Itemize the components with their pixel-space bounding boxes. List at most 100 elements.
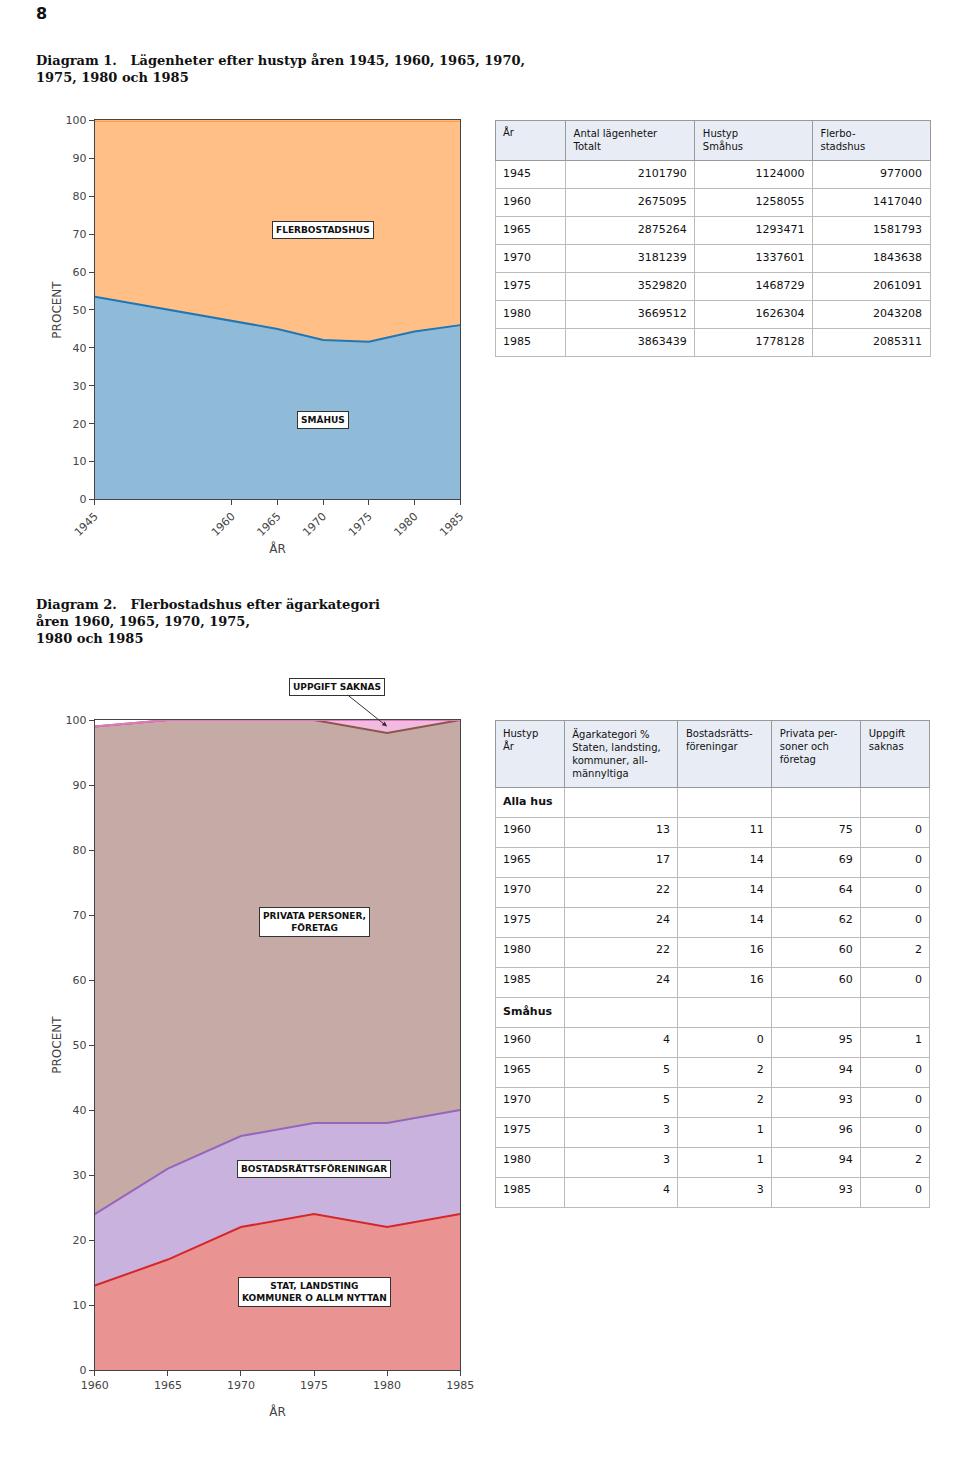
svg-text:1965: 1965 bbox=[503, 1063, 531, 1076]
svg-text:22: 22 bbox=[656, 883, 670, 896]
svg-text:FLERBOSTADSHUS: FLERBOSTADSHUS bbox=[276, 225, 370, 235]
svg-text:1985: 1985 bbox=[446, 1379, 474, 1392]
svg-text:1626304: 1626304 bbox=[755, 307, 804, 320]
svg-text:1965: 1965 bbox=[503, 853, 531, 866]
svg-text:94: 94 bbox=[839, 1063, 853, 1076]
svg-text:1970: 1970 bbox=[503, 883, 531, 896]
svg-text:0: 0 bbox=[915, 853, 922, 866]
svg-text:93: 93 bbox=[839, 1183, 853, 1196]
svg-text:0: 0 bbox=[915, 1183, 922, 1196]
svg-text:1970: 1970 bbox=[300, 510, 329, 539]
svg-text:22: 22 bbox=[656, 943, 670, 956]
svg-text:2: 2 bbox=[915, 1153, 922, 1166]
svg-text:PROCENT: PROCENT bbox=[50, 1016, 64, 1074]
svg-text:1960: 1960 bbox=[503, 195, 531, 208]
svg-text:5: 5 bbox=[663, 1093, 670, 1106]
svg-text:11: 11 bbox=[750, 823, 764, 836]
svg-text:1985: 1985 bbox=[503, 973, 531, 986]
svg-text:1258055: 1258055 bbox=[755, 195, 804, 208]
svg-text:HustypÅr: HustypÅr bbox=[503, 728, 538, 752]
svg-text:Flerbo-stadshus: Flerbo-stadshus bbox=[820, 128, 865, 152]
svg-text:40: 40 bbox=[73, 342, 87, 355]
svg-text:1: 1 bbox=[915, 1033, 922, 1046]
svg-text:2: 2 bbox=[915, 943, 922, 956]
svg-text:1960: 1960 bbox=[209, 510, 238, 539]
svg-text:1778128: 1778128 bbox=[755, 335, 804, 348]
svg-text:1965: 1965 bbox=[154, 1379, 182, 1392]
svg-text:70: 70 bbox=[73, 228, 87, 241]
svg-text:2: 2 bbox=[757, 1093, 764, 1106]
svg-text:1843638: 1843638 bbox=[873, 251, 922, 264]
svg-text:År: År bbox=[503, 126, 515, 138]
svg-text:1975: 1975 bbox=[503, 913, 531, 926]
svg-text:2: 2 bbox=[757, 1063, 764, 1076]
svg-text:30: 30 bbox=[73, 380, 87, 393]
svg-text:20: 20 bbox=[73, 1234, 87, 1247]
svg-text:ÅR: ÅR bbox=[269, 541, 286, 556]
svg-text:10: 10 bbox=[73, 1299, 87, 1312]
svg-text:0: 0 bbox=[80, 493, 87, 506]
svg-text:13: 13 bbox=[656, 823, 670, 836]
svg-text:1960: 1960 bbox=[503, 1033, 531, 1046]
svg-text:80: 80 bbox=[73, 844, 87, 857]
svg-text:1980: 1980 bbox=[503, 307, 531, 320]
svg-text:Småhus: Småhus bbox=[503, 1005, 552, 1018]
svg-text:16: 16 bbox=[750, 973, 764, 986]
svg-text:0: 0 bbox=[915, 1093, 922, 1106]
svg-text:10: 10 bbox=[73, 455, 87, 468]
svg-text:Diagram 2. Flerbostadshus ef: Diagram 2. Flerbostadshus efter ägarkate… bbox=[36, 597, 380, 646]
svg-text:2875264: 2875264 bbox=[638, 223, 687, 236]
svg-text:BOSTADSRÄTTSFÖRENINGAR: BOSTADSRÄTTSFÖRENINGAR bbox=[241, 1164, 387, 1174]
svg-text:ÅR: ÅR bbox=[269, 1404, 286, 1419]
svg-text:60: 60 bbox=[839, 973, 853, 986]
svg-text:1985: 1985 bbox=[503, 1183, 531, 1196]
svg-text:1581793: 1581793 bbox=[873, 223, 922, 236]
svg-text:50: 50 bbox=[73, 304, 87, 317]
svg-text:1468729: 1468729 bbox=[755, 279, 804, 292]
svg-text:90: 90 bbox=[73, 779, 87, 792]
svg-text:94: 94 bbox=[839, 1153, 853, 1166]
svg-text:HustypSmåhus: HustypSmåhus bbox=[703, 128, 743, 152]
svg-text:1985: 1985 bbox=[503, 335, 531, 348]
svg-text:1960: 1960 bbox=[81, 1379, 109, 1392]
svg-text:Antal lägenheterTotalt: Antal lägenheterTotalt bbox=[573, 128, 658, 152]
svg-text:SMÅHUS: SMÅHUS bbox=[301, 415, 345, 425]
svg-text:8: 8 bbox=[36, 4, 47, 23]
svg-text:50: 50 bbox=[73, 1039, 87, 1052]
svg-text:1417040: 1417040 bbox=[873, 195, 922, 208]
svg-text:0: 0 bbox=[757, 1033, 764, 1046]
svg-text:5: 5 bbox=[663, 1063, 670, 1076]
svg-text:4: 4 bbox=[663, 1183, 670, 1196]
svg-text:2043208: 2043208 bbox=[873, 307, 922, 320]
svg-text:100: 100 bbox=[66, 714, 87, 727]
svg-text:16: 16 bbox=[750, 943, 764, 956]
svg-text:62: 62 bbox=[839, 913, 853, 926]
svg-text:3529820: 3529820 bbox=[638, 279, 687, 292]
svg-text:24: 24 bbox=[656, 973, 670, 986]
svg-text:UPPGIFT SAKNAS: UPPGIFT SAKNAS bbox=[293, 682, 381, 692]
svg-text:PRIVATA PERSONER,FÖRETAG: PRIVATA PERSONER,FÖRETAG bbox=[263, 911, 366, 933]
svg-text:90: 90 bbox=[73, 152, 87, 165]
svg-text:PROCENT: PROCENT bbox=[50, 281, 64, 339]
svg-text:96: 96 bbox=[839, 1123, 853, 1136]
svg-text:1960: 1960 bbox=[503, 823, 531, 836]
svg-text:14: 14 bbox=[750, 853, 764, 866]
svg-text:Diagram 1. Lägenheter efter: Diagram 1. Lägenheter efter hustyp åren … bbox=[36, 53, 525, 85]
svg-text:1970: 1970 bbox=[227, 1379, 255, 1392]
svg-text:24: 24 bbox=[656, 913, 670, 926]
svg-text:0: 0 bbox=[915, 1063, 922, 1076]
svg-text:Privata per-soner ochföretag: Privata per-soner ochföretag bbox=[780, 728, 838, 765]
svg-text:1980: 1980 bbox=[503, 943, 531, 956]
svg-text:977000: 977000 bbox=[880, 167, 922, 180]
svg-text:1: 1 bbox=[757, 1153, 764, 1166]
svg-text:0: 0 bbox=[915, 913, 922, 926]
svg-text:14: 14 bbox=[750, 913, 764, 926]
svg-text:3181239: 3181239 bbox=[638, 251, 687, 264]
svg-text:17: 17 bbox=[656, 853, 670, 866]
svg-text:0: 0 bbox=[915, 883, 922, 896]
svg-text:60: 60 bbox=[73, 974, 87, 987]
svg-text:STAT, LANDSTINGKOMMUNER O ALLM: STAT, LANDSTINGKOMMUNER O ALLM NYTTAN bbox=[242, 1281, 387, 1303]
svg-text:1975: 1975 bbox=[300, 1379, 328, 1392]
svg-text:1970: 1970 bbox=[503, 251, 531, 264]
svg-text:1980: 1980 bbox=[392, 510, 421, 539]
